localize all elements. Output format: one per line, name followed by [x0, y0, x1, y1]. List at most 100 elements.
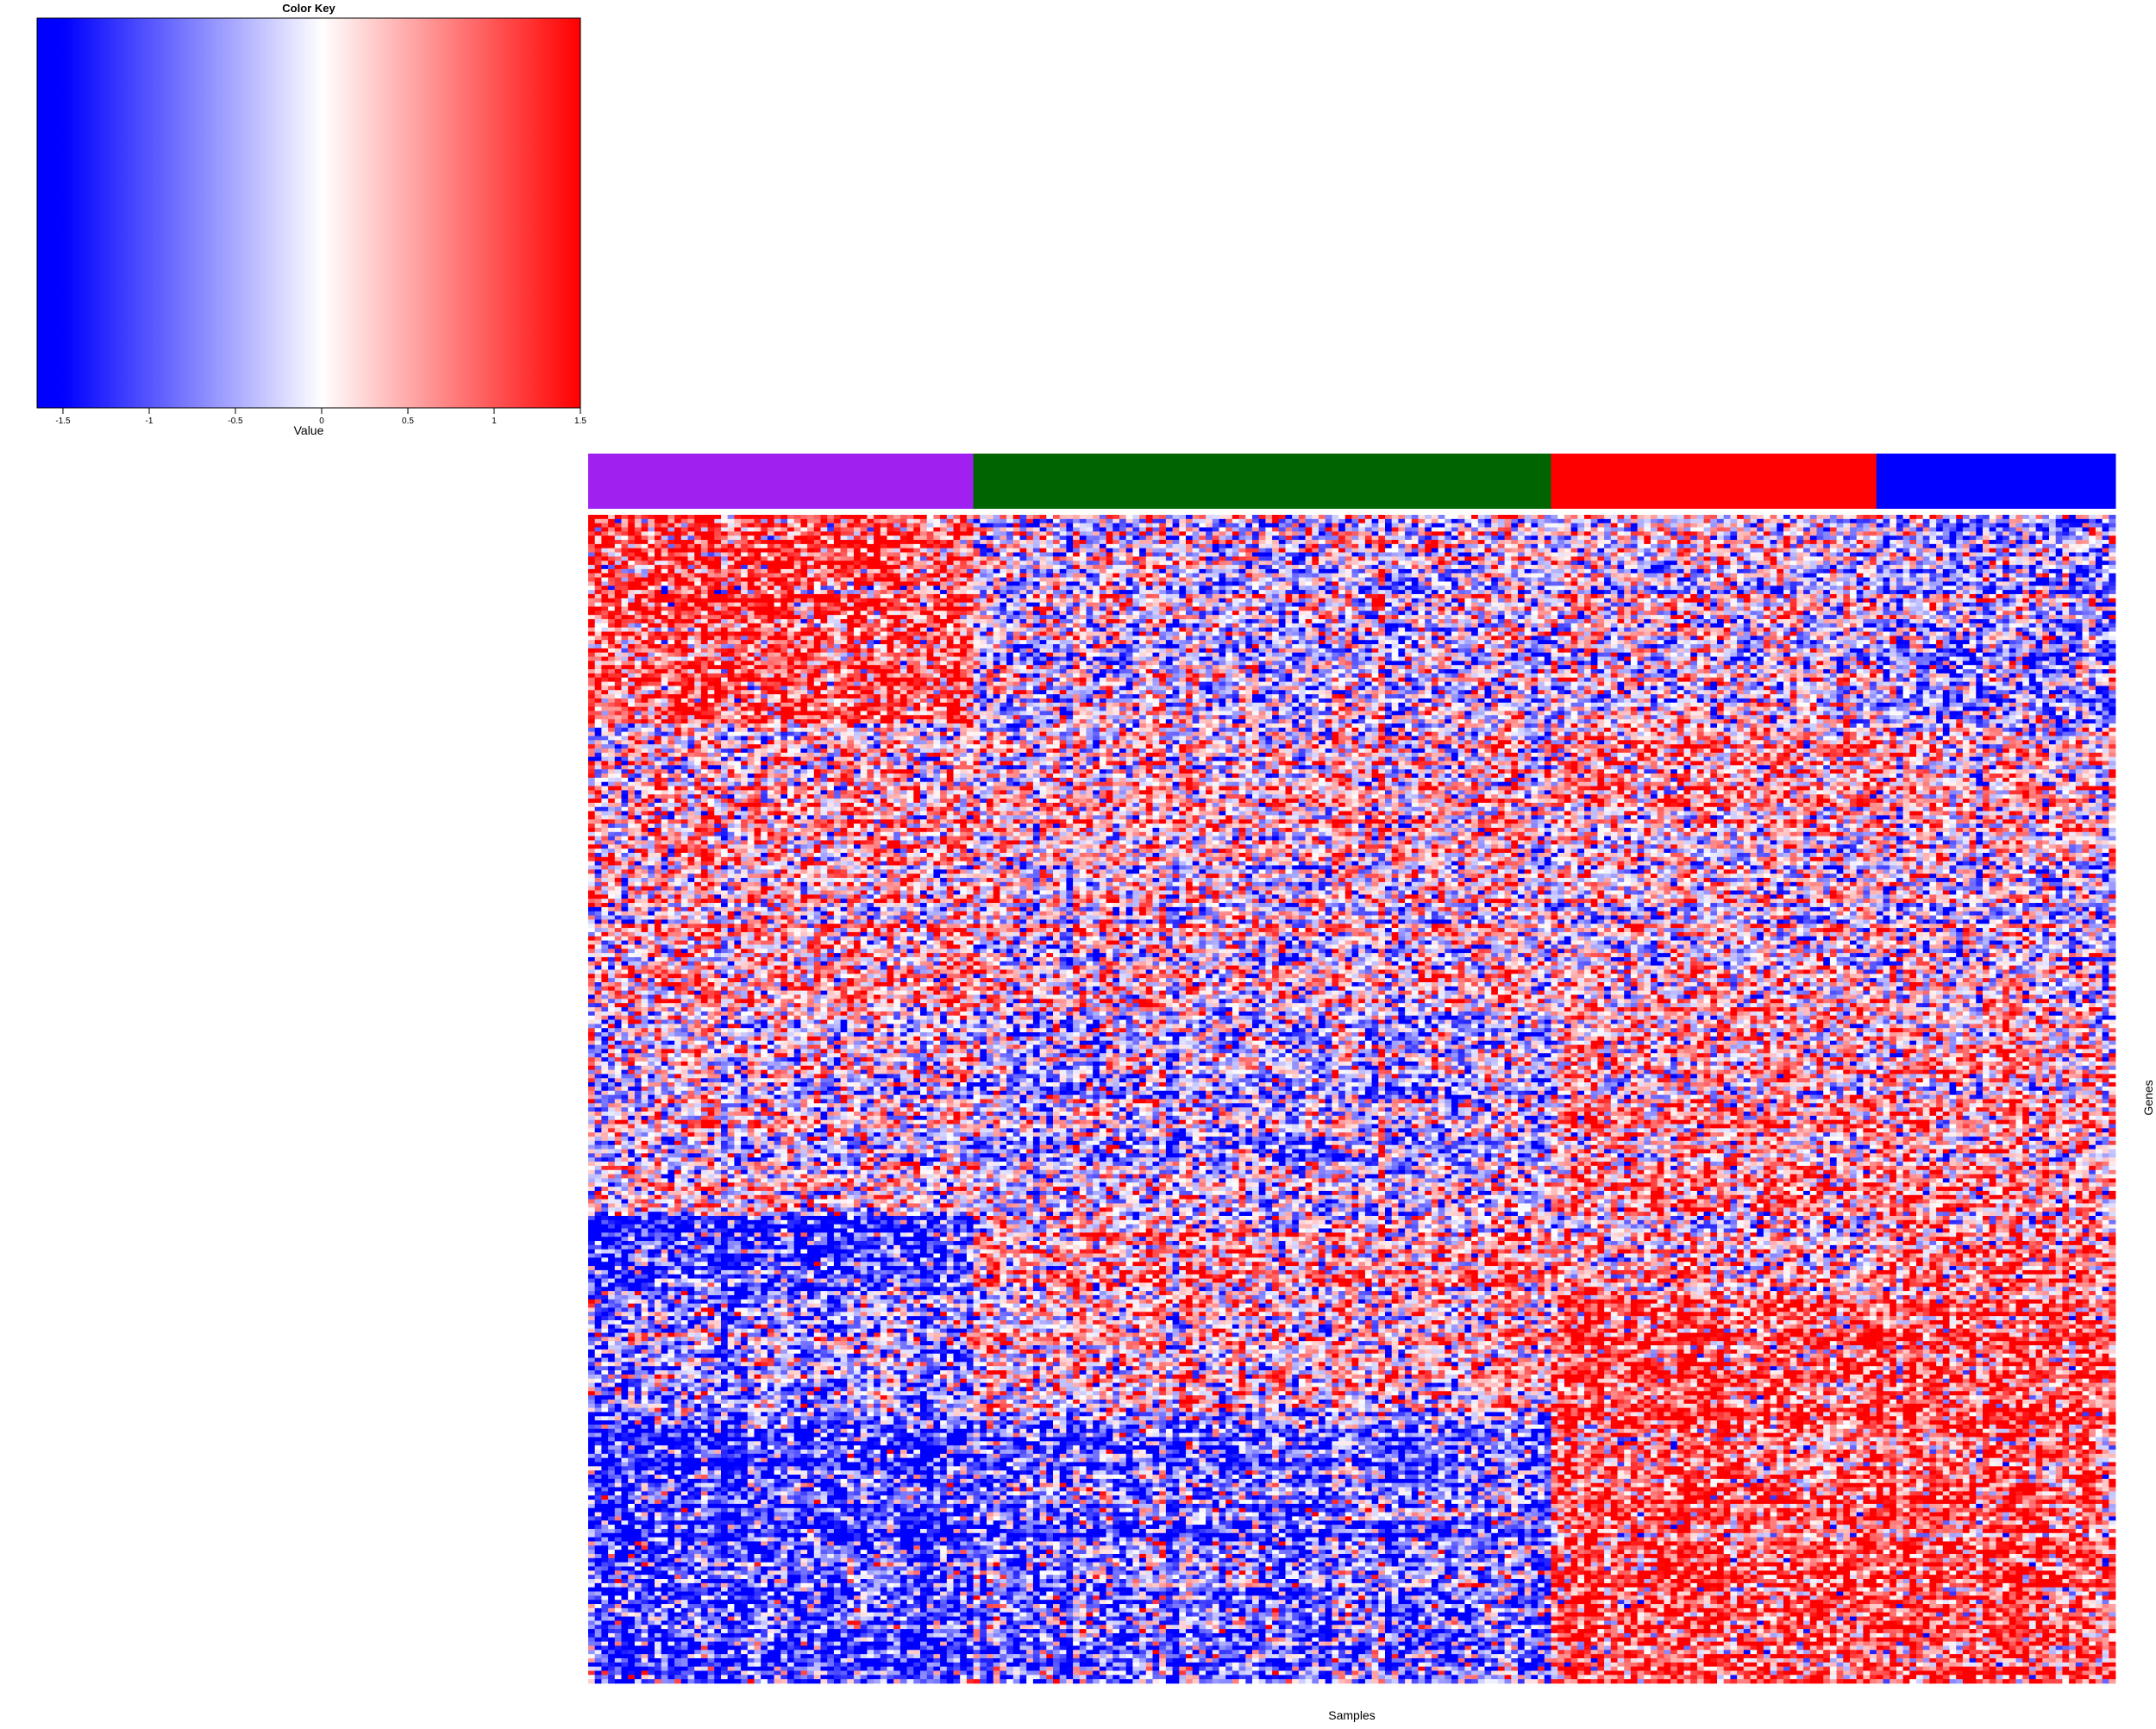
heatmap-cell	[1033, 515, 1040, 519]
heatmap-cell	[1392, 540, 1399, 544]
heatmap-cell	[2056, 528, 2063, 532]
heatmap-cell	[1505, 515, 1512, 519]
heatmap-cell	[688, 523, 695, 528]
heatmap-cell	[1213, 515, 1219, 519]
heatmap-cell	[1644, 519, 1651, 523]
heatmap-cell	[674, 528, 681, 532]
heatmap-cell	[1464, 519, 1471, 523]
heatmap-cell	[1173, 528, 1180, 532]
heatmap-cell	[841, 523, 848, 528]
heatmap-cell	[1020, 531, 1027, 536]
heatmap-cell	[1777, 515, 1783, 519]
heatmap-cell	[1213, 540, 1219, 544]
heatmap-cell	[1239, 540, 1246, 544]
heatmap-cell	[1717, 540, 1724, 544]
heatmap-cell	[1664, 536, 1670, 540]
heatmap-cell	[1206, 540, 1213, 544]
heatmap-cell	[1976, 523, 1983, 528]
heatmap-cell	[1206, 528, 1213, 532]
heatmap-cell	[834, 536, 841, 540]
heatmap-cell	[867, 536, 874, 540]
heatmap-cell	[1511, 523, 1518, 528]
heatmap-cell	[755, 528, 761, 532]
heatmap-cell	[1764, 531, 1771, 536]
heatmap-cell	[1060, 515, 1067, 519]
heatmap-cell	[807, 536, 814, 540]
heatmap-cell	[1670, 540, 1677, 544]
heatmap-cell	[1179, 528, 1186, 532]
heatmap-cell	[1896, 523, 1903, 528]
heatmap-cell	[2036, 523, 2043, 528]
heatmap-cell	[1670, 531, 1677, 536]
heatmap-cell	[1458, 528, 1465, 532]
heatmap-cell	[1378, 528, 1385, 532]
heatmap-cell	[1843, 519, 1850, 523]
heatmap-cell	[1697, 540, 1704, 544]
heatmap-cell	[1073, 528, 1080, 532]
heatmap-cell	[1312, 523, 1319, 528]
heatmap-cell	[2096, 531, 2103, 536]
heatmap-cell	[1432, 519, 1438, 523]
heatmap-cell	[2089, 515, 2096, 519]
heatmap-cell	[1817, 528, 1824, 532]
heatmap-cell	[768, 540, 774, 544]
heatmap-cell	[2109, 528, 2115, 532]
heatmap-cell	[913, 540, 920, 544]
heatmap-cell	[1213, 519, 1219, 523]
heatmap-cell	[1100, 531, 1106, 536]
heatmap-cell	[701, 523, 708, 528]
heatmap-cell	[1352, 531, 1359, 536]
heatmap-cell	[1817, 515, 1824, 519]
heatmap-cell	[1950, 536, 1957, 540]
heatmap-cell	[1445, 540, 1451, 544]
heatmap-cell	[1956, 528, 1963, 532]
heatmap-cell	[1843, 536, 1850, 540]
heatmap-cell	[1545, 519, 1551, 523]
heatmap-cell	[1100, 540, 1106, 544]
heatmap-cell	[893, 531, 900, 536]
heatmap-cell	[1943, 523, 1950, 528]
heatmap-cell	[1751, 515, 1758, 519]
heatmap-cell	[1777, 523, 1783, 528]
heatmap-cell	[954, 536, 961, 540]
heatmap-cell	[1006, 515, 1013, 519]
heatmap-cell	[794, 531, 801, 536]
heatmap-cell	[1006, 528, 1013, 532]
heatmap-cell	[967, 536, 974, 540]
heatmap-cell	[1830, 528, 1837, 532]
heatmap-cell	[874, 515, 881, 519]
heatmap-cell	[1505, 523, 1512, 528]
heatmap-cell	[1929, 536, 1936, 540]
heatmap-cell	[1352, 523, 1359, 528]
sample-group-bar	[588, 454, 2116, 509]
heatmap-cell	[1830, 523, 1837, 528]
heatmap-cell	[1970, 519, 1977, 523]
heatmap-cell	[1704, 536, 1711, 540]
heatmap-cell	[1796, 536, 1803, 540]
heatmap-cell	[714, 540, 721, 544]
heatmap-cell	[1445, 523, 1451, 528]
heatmap-cell	[1796, 531, 1803, 536]
heatmap-cell	[960, 519, 967, 523]
heatmap-cell	[821, 519, 828, 523]
heatmap-cell	[933, 519, 940, 523]
heatmap-cell	[588, 540, 595, 544]
heatmap-cell	[1485, 536, 1492, 540]
heatmap-cell	[1126, 519, 1133, 523]
heatmap-cell	[1306, 515, 1313, 519]
heatmap-cell	[1252, 540, 1259, 544]
heatmap-cell	[861, 536, 868, 540]
heatmap-cell	[1478, 531, 1485, 536]
heatmap-cell	[721, 540, 728, 544]
heatmap-cell	[1538, 531, 1545, 536]
heatmap-cell	[1737, 528, 1744, 532]
heatmap-cell	[1073, 515, 1080, 519]
heatmap-cell	[814, 519, 821, 523]
heatmap-cell	[1505, 528, 1512, 532]
heatmap-cell	[1186, 523, 1193, 528]
heatmap-cell	[1106, 536, 1113, 540]
heatmap-cell	[1112, 536, 1119, 540]
heatmap-cell	[1638, 536, 1645, 540]
heatmap-cell	[1956, 515, 1963, 519]
